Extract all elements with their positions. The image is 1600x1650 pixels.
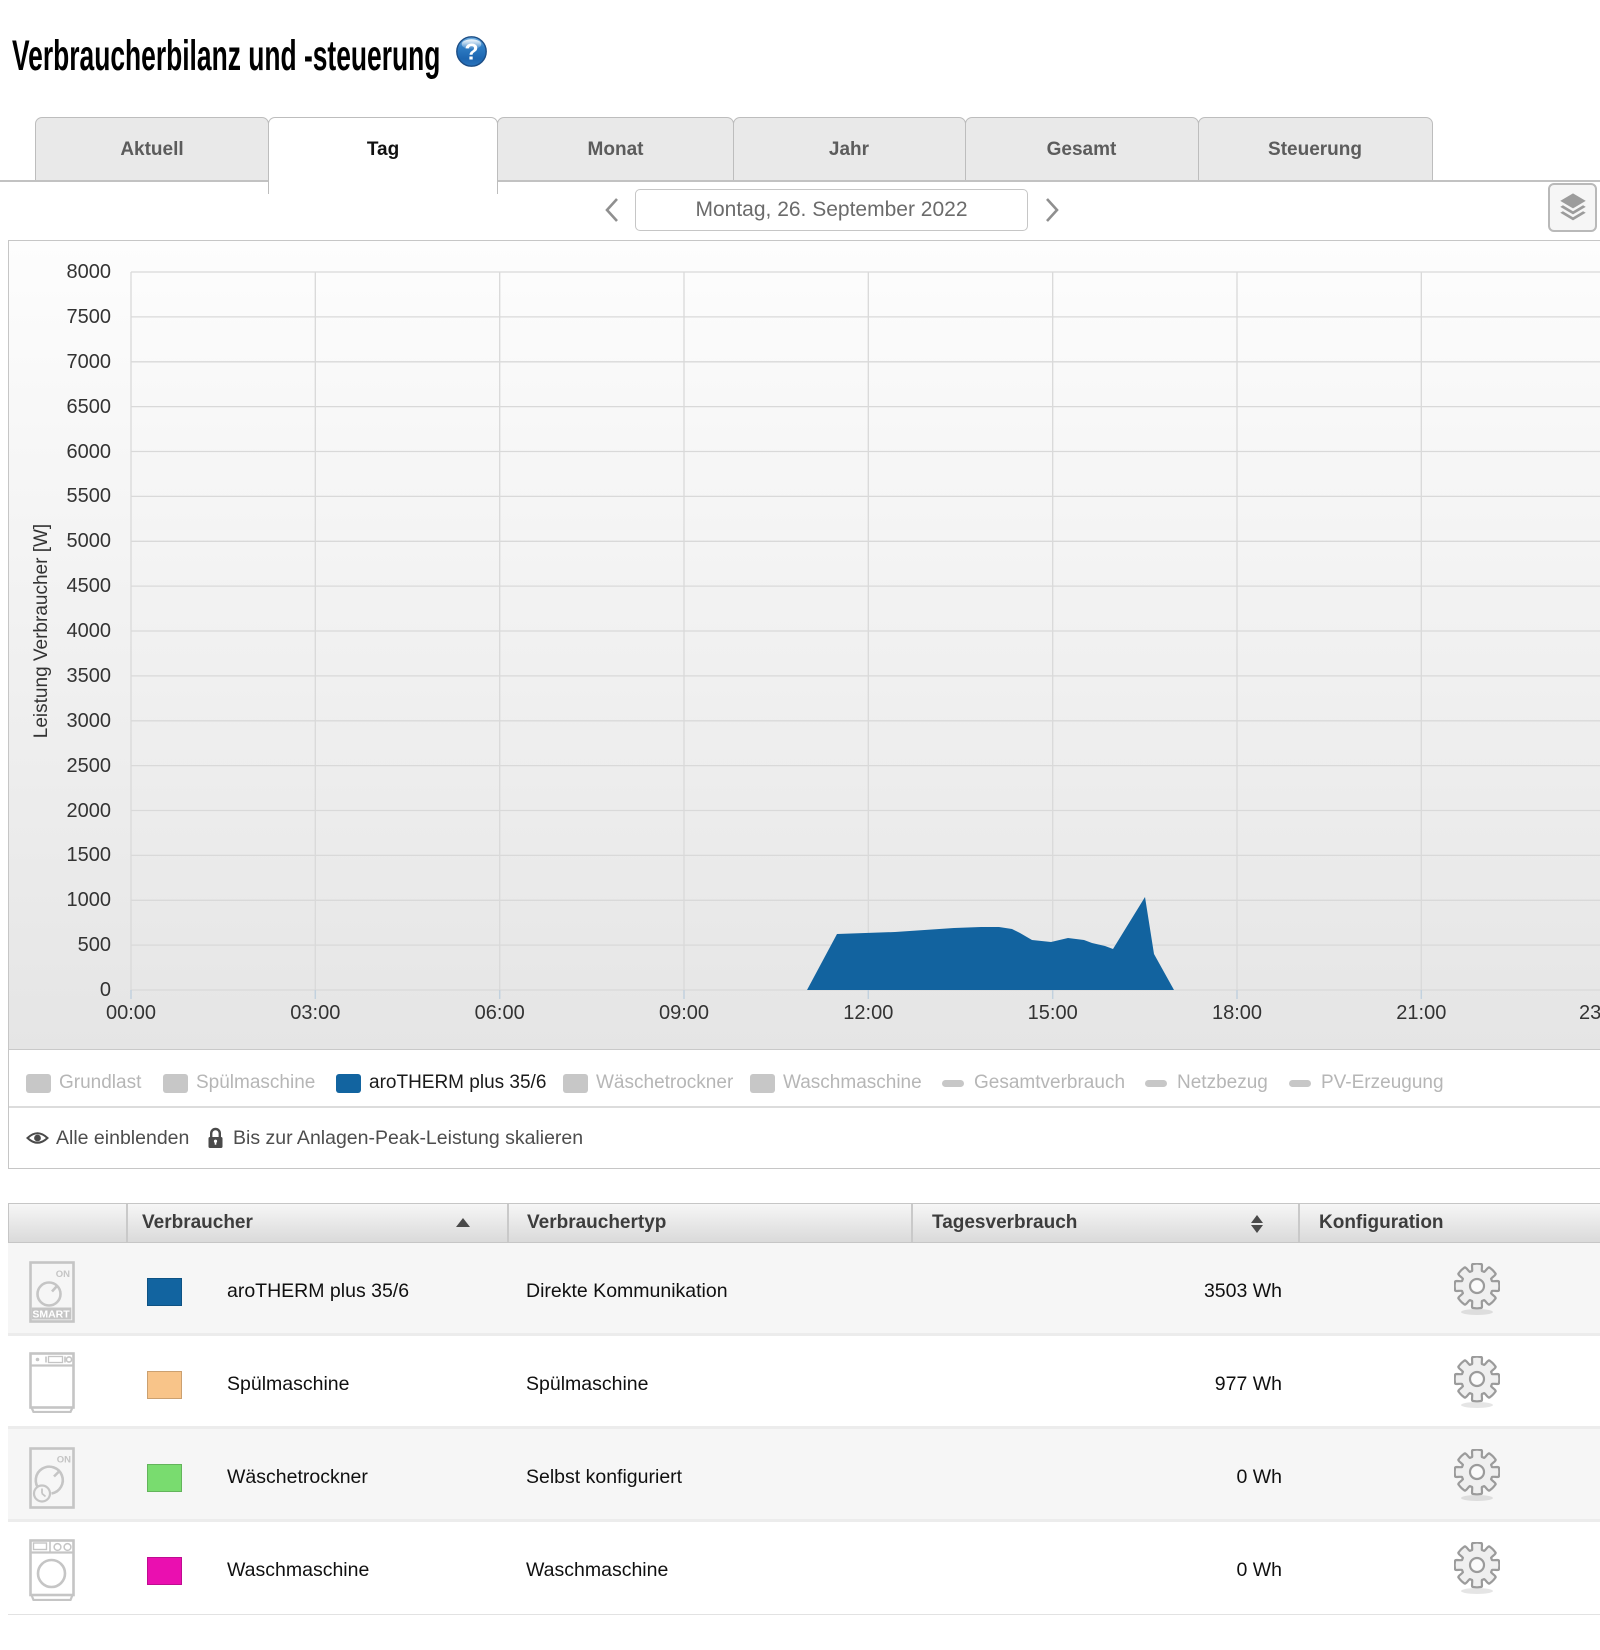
svg-text:ON: ON [56,1269,70,1280]
svg-text:ON: ON [57,1455,71,1466]
svg-text:SMART: SMART [32,1308,70,1320]
svg-text:?: ? [464,39,478,65]
